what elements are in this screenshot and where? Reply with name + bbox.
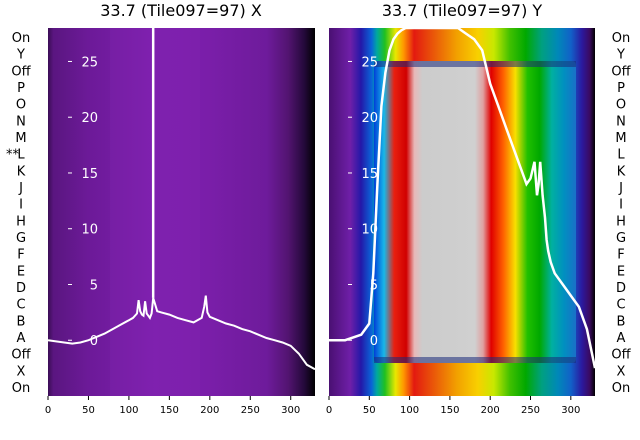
x-ticks-y: 0 50 100 150 200 250 300 [326, 396, 580, 416]
x-tick-label: 150 [160, 405, 179, 416]
row-label: N [16, 114, 26, 129]
series-line-y [329, 26, 597, 369]
row-label: Y [16, 48, 25, 63]
x-ticks-x: 0 50 100 150 200 250 300 [45, 396, 300, 416]
row-label: L [17, 148, 25, 163]
chart-title-y: 33.7 (Tile097=97) Y [382, 1, 543, 20]
row-label: B [17, 314, 26, 329]
y-tick-label: 25 [81, 55, 98, 70]
x-tick-label: 50 [82, 405, 95, 416]
panel-x: 33.7 (Tile097=97) X OnYOffPONMLKJIHGFEDC… [11, 1, 316, 416]
y-tick-label: 0 [370, 334, 378, 349]
row-label: X [17, 364, 26, 379]
x-tick-label: 200 [481, 405, 500, 416]
row-label: K [617, 164, 626, 179]
y-tick-label: 20 [81, 111, 98, 126]
y-tick-label: 15 [81, 167, 98, 182]
row-label: M [15, 131, 26, 146]
heatmap-y-inner [374, 61, 576, 363]
y-tick-label: 10 [81, 223, 98, 238]
row-label: J [18, 181, 23, 196]
y-tick-label: 5 [370, 278, 378, 293]
row-label: O [616, 98, 626, 113]
row-label: C [16, 298, 25, 313]
row-label: H [16, 214, 26, 229]
row-label: A [617, 331, 626, 346]
row-label: Off [611, 64, 631, 79]
row-label: B [617, 314, 626, 329]
row-label: On [12, 31, 30, 46]
heatmap-y-inner-bottom-edge [374, 357, 576, 363]
row-label: I [19, 198, 23, 213]
x-tick-label: 0 [45, 405, 51, 416]
row-label: I [619, 198, 623, 213]
row-label: X [617, 364, 626, 379]
row-label: F [617, 248, 624, 263]
row-label: F [17, 248, 24, 263]
y-tick-label: 25 [361, 55, 378, 70]
x-tick-label: 300 [281, 405, 300, 416]
row-label: N [616, 114, 626, 129]
x-tick-label: 0 [326, 405, 332, 416]
panel-y: 33.7 (Tile097=97) Y OnYOffPONMLKJIHGFEDC… [326, 1, 632, 416]
row-label: Off [11, 348, 31, 363]
row-label: O [16, 98, 26, 113]
series-line-x [47, 295, 316, 371]
row-label: J [618, 181, 623, 196]
y-tick-label: 5 [90, 278, 98, 293]
y-tick-label: 20 [361, 111, 378, 126]
chart-title-x: 33.7 (Tile097=97) X [100, 1, 262, 20]
x-tick-label: 150 [440, 405, 459, 416]
row-label: G [16, 231, 26, 246]
row-marker: ** [6, 148, 20, 163]
heatmap-x [48, 28, 315, 396]
row-label: H [616, 214, 626, 229]
row-label: On [12, 381, 30, 396]
heatmap-x-band [110, 28, 200, 396]
row-label: A [17, 331, 26, 346]
row-label: Y [616, 48, 625, 63]
row-label: On [612, 31, 630, 46]
row-label: D [16, 281, 26, 296]
y-tick-label: 15 [361, 167, 378, 182]
row-label: K [17, 164, 26, 179]
y-tick-label: 0 [90, 334, 98, 349]
row-label: M [615, 131, 626, 146]
row-label: E [617, 264, 625, 279]
row-label: Off [11, 64, 31, 79]
x-tick-label: 250 [241, 405, 260, 416]
x-tick-label: 300 [561, 405, 580, 416]
x-tick-label: 100 [119, 405, 138, 416]
y-ticks-x: 0 5 10 15 20 25 [68, 55, 98, 349]
row-label: P [17, 81, 25, 96]
x-tick-label: 200 [200, 405, 219, 416]
heatmap-y-inner-top-edge [374, 61, 576, 67]
row-label: Off [611, 348, 631, 363]
row-label: C [616, 298, 625, 313]
x-tick-label: 50 [363, 405, 376, 416]
row-label: L [617, 148, 625, 163]
row-label: On [612, 381, 630, 396]
x-tick-label: 100 [400, 405, 419, 416]
x-tick-label: 250 [521, 405, 540, 416]
row-label: G [616, 231, 626, 246]
row-label: P [617, 81, 625, 96]
row-label: D [616, 281, 626, 296]
row-label: E [17, 264, 25, 279]
